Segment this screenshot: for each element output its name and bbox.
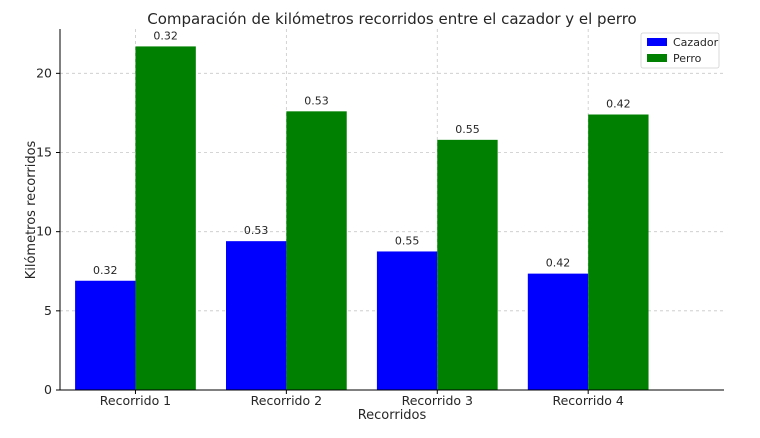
y-ticks: 0 5 10 15 20 (36, 65, 60, 397)
bar-cazador-2 (226, 241, 287, 390)
chart-title: Comparación de kilómetros recorridos ent… (147, 10, 636, 28)
legend: Cazador Perro (640, 32, 720, 69)
bar-cazador-3 (376, 251, 438, 390)
data-labels-layer: 0.32 0.32 0.53 0.53 0.55 0.55 0.42 0.42 (93, 29, 631, 276)
x-ticks: Recorrido 1 Recorrido 2 Recorrido 3 Recorri… (100, 390, 624, 408)
y-tick-label: 20 (36, 65, 52, 80)
data-label-cazador-1: 0.32 (93, 264, 118, 277)
bar-cazador-1 (75, 280, 136, 390)
bar-perro-3 (437, 139, 498, 390)
legend-label-cazador: Cazador (673, 36, 719, 49)
data-label-perro-2: 0.53 (304, 94, 329, 107)
x-tick-label: Recorrido 2 (251, 393, 322, 408)
data-label-cazador-3: 0.55 (395, 234, 420, 247)
y-tick-label: 5 (44, 303, 52, 318)
bar-perro-4 (588, 114, 649, 390)
legend-swatch-cazador (647, 38, 667, 46)
x-tick-label: Recorrido 4 (552, 393, 623, 408)
legend-label-perro: Perro (673, 52, 702, 65)
x-tick-label: Recorrido 1 (100, 393, 171, 408)
y-tick-label: 15 (36, 145, 52, 160)
x-axis-label: Recorridos (358, 408, 427, 423)
y-tick-label: 10 (36, 224, 52, 239)
x-tick-label: Recorrido 3 (402, 393, 473, 408)
data-label-perro-4: 0.42 (606, 98, 631, 111)
y-tick-label: 0 (44, 382, 52, 397)
bars-layer (75, 46, 649, 391)
data-label-perro-1: 0.32 (153, 29, 178, 42)
bar-cazador-4 (527, 273, 589, 390)
bar-perro-1 (135, 46, 196, 391)
legend-swatch-perro (647, 54, 667, 62)
data-label-cazador-4: 0.42 (546, 257, 571, 270)
data-label-cazador-2: 0.53 (244, 224, 269, 237)
data-label-perro-3: 0.55 (455, 123, 480, 136)
bar-perro-2 (286, 111, 347, 390)
y-axis-label: Kilómetros recorridos (24, 140, 39, 279)
